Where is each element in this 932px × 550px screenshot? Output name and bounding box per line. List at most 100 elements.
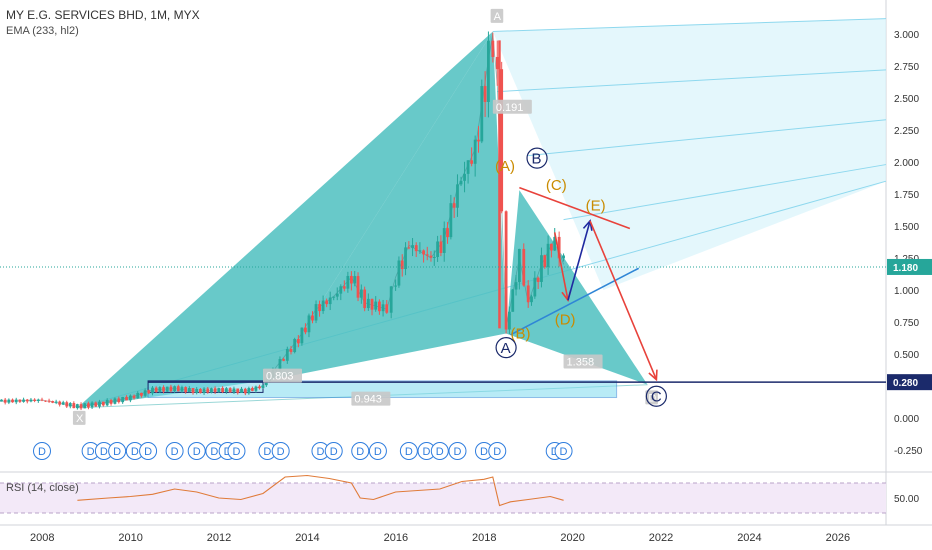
candle-body: [94, 402, 98, 407]
wave-circle: [526, 147, 548, 169]
dividend-marker: [351, 442, 370, 460]
candle-body: [536, 277, 540, 282]
candle-body: [339, 286, 343, 294]
dividend-marker-label: D: [144, 446, 152, 458]
candle-body: [466, 160, 470, 174]
candle-body: [25, 399, 29, 402]
harmonic-x-label-bg: [72, 410, 86, 425]
candle-body: [530, 296, 533, 303]
dividend-marker-label: D: [493, 446, 501, 458]
candle-body: [425, 254, 429, 256]
candle-body: [491, 40, 495, 57]
candle-body: [14, 399, 18, 403]
dividend-marker-label: D: [277, 446, 285, 458]
up-arrow-e-head: [582, 219, 593, 231]
candle-body: [195, 388, 199, 393]
candle-body: [7, 399, 11, 403]
candle-body: [543, 255, 547, 268]
candle-body: [140, 392, 143, 396]
candle-body: [321, 300, 325, 312]
dividend-marker-label: D: [405, 446, 413, 458]
candle-body: [65, 402, 69, 407]
dividend-marker-label: D: [171, 446, 179, 458]
candle-body: [198, 388, 202, 394]
candle-body: [278, 359, 282, 370]
dividend-marker-label: D: [193, 446, 201, 458]
candle-body: [158, 387, 162, 392]
candle-body: [258, 386, 261, 389]
y-tick-label: 1.500: [894, 222, 919, 233]
dividend-marker-label: D: [38, 446, 46, 458]
candle-body: [540, 255, 543, 282]
candle-body: [350, 275, 353, 284]
dividend-marker: [448, 442, 467, 460]
wave-label-orange: (E): [586, 198, 606, 215]
dividend-marker: [227, 442, 246, 460]
candle-body: [36, 399, 40, 402]
harmonic-b-ratio-bg: [492, 99, 532, 114]
dividend-marker-label: D: [453, 446, 461, 458]
candle-body: [439, 241, 443, 253]
rsi-line: [77, 474, 564, 507]
candle-body: [184, 387, 188, 393]
candle-body: [473, 139, 477, 164]
candle-body: [285, 349, 289, 361]
dividend-marker-label: D: [436, 446, 444, 458]
ema-legend: EMA (233, hl2): [6, 25, 79, 37]
candle-body: [533, 277, 537, 297]
candle-body: [154, 387, 158, 392]
x-tick-label: 2024: [737, 532, 761, 544]
harmonic-c-ratio-bg: [563, 354, 603, 369]
dividend-marker: [488, 442, 507, 460]
candle-body: [125, 396, 128, 401]
x-tick-label: 2026: [826, 532, 850, 544]
candle-body: [75, 404, 79, 409]
candle-body: [385, 304, 389, 313]
candle-body: [11, 399, 14, 403]
candle-body: [389, 286, 393, 313]
candle-body: [363, 289, 367, 309]
lower-triangle-line: [510, 267, 640, 336]
candle-body: [243, 388, 247, 394]
wave-label-orange: (A): [495, 158, 515, 175]
candle-body: [500, 69, 504, 212]
candle-body: [289, 349, 293, 353]
rsi-legend: RSI (14, close): [6, 482, 79, 494]
candle-body: [404, 247, 407, 270]
candle-body: [228, 388, 232, 393]
dividend-marker-label: D: [374, 446, 382, 458]
candle-body: [61, 402, 65, 405]
candle-body: [414, 245, 418, 252]
candle-body: [526, 285, 530, 303]
candle-body: [328, 297, 332, 305]
candle-body: [480, 86, 484, 142]
dividend-marker-label: D: [100, 446, 108, 458]
candle-body: [165, 386, 169, 392]
candle-body: [422, 250, 425, 255]
candle-body: [374, 301, 378, 310]
candle-body: [22, 399, 25, 402]
channel-line: [563, 164, 887, 221]
retracement-label: 0.943: [354, 394, 382, 406]
candle-body: [522, 248, 526, 286]
candle-body: [117, 398, 121, 403]
candle-body: [264, 381, 268, 386]
channel-line: [492, 18, 887, 32]
wave-label-circled: C: [651, 389, 662, 406]
wave-circle: [495, 337, 517, 359]
candle-body: [296, 338, 300, 344]
candle-body: [508, 311, 511, 330]
candle-body: [3, 399, 7, 403]
candle-body: [381, 304, 385, 312]
candle-body: [456, 184, 459, 208]
candle-body: [411, 245, 414, 248]
candle-body: [79, 404, 83, 409]
candle-body: [353, 276, 357, 284]
candle-body: [136, 392, 140, 399]
dividend-marker: [430, 442, 449, 460]
target-price-badge: 0.280: [893, 378, 918, 389]
candle-body: [101, 401, 105, 406]
candle-body: [250, 388, 254, 391]
